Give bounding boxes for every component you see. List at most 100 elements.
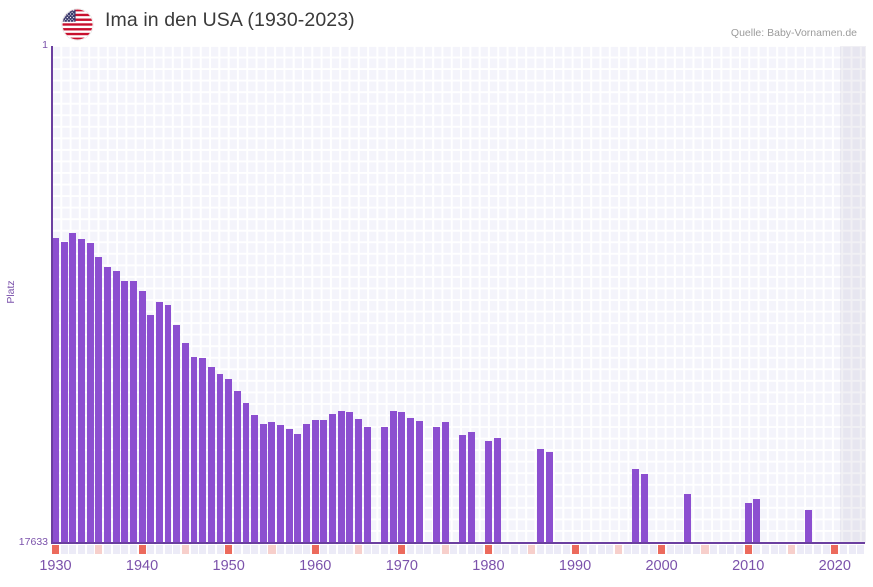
- bar: [242, 403, 250, 543]
- bar: [138, 290, 146, 543]
- year-marker-cell: [69, 545, 77, 554]
- bar: [251, 415, 259, 543]
- year-marker-cell: [588, 545, 596, 554]
- year-marker-cell: [666, 545, 674, 554]
- year-marker-cell: [684, 545, 692, 554]
- bar: [363, 426, 371, 543]
- year-marker-cell: [346, 545, 354, 554]
- bar: [173, 325, 181, 543]
- year-marker-cell: [207, 545, 215, 554]
- bar: [95, 256, 103, 543]
- x-axis-tick-1980: 1980: [472, 558, 505, 574]
- year-marker-cell: [770, 545, 778, 554]
- bar: [398, 412, 406, 543]
- x-axis-tick-1930: 1930: [39, 558, 72, 574]
- bar: [407, 418, 414, 543]
- x-axis-tick-1970: 1970: [385, 558, 418, 574]
- year-marker-cell: [181, 545, 189, 554]
- bar: [86, 243, 94, 543]
- bar-series: [51, 46, 865, 543]
- year-marker-cell: [242, 545, 250, 554]
- year-marker-cell: [164, 545, 172, 554]
- year-marker-cell: [233, 545, 241, 554]
- year-marker-cell: [822, 545, 830, 554]
- year-marker-cell: [199, 545, 207, 554]
- year-marker-cell: [216, 545, 224, 554]
- bar: [103, 267, 111, 543]
- bar: [536, 449, 544, 543]
- bar: [684, 494, 692, 543]
- year-marker-cell: [692, 545, 700, 554]
- year-marker-cell: [129, 545, 137, 554]
- year-marker-cell: [424, 545, 432, 554]
- bar: [277, 425, 285, 543]
- bar: [346, 411, 354, 543]
- bar: [69, 233, 77, 543]
- x-axis-tick-1950: 1950: [212, 558, 245, 574]
- year-marker-cell: [476, 545, 484, 554]
- bar: [329, 414, 337, 543]
- year-marker-cell: [848, 545, 856, 554]
- x-axis-tick-2010: 2010: [732, 558, 765, 574]
- bar: [320, 419, 328, 543]
- year-marker-cell: [294, 545, 302, 554]
- year-marker-cell: [277, 545, 285, 554]
- year-marker-cell: [259, 545, 267, 554]
- bar: [216, 373, 224, 543]
- chart-header: Ima in den USA (1930-2023) Quelle: Baby-…: [0, 0, 873, 46]
- year-marker-cell: [753, 545, 761, 554]
- year-marker-cell: [675, 545, 683, 554]
- y-axis-tick-bottom: 17633: [18, 536, 48, 548]
- x-axis-tick-1960: 1960: [299, 558, 332, 574]
- bar: [155, 301, 163, 543]
- y-axis-tick-top: 1: [42, 39, 48, 51]
- year-marker-cell: [173, 545, 181, 554]
- year-marker-cell: [121, 545, 129, 554]
- bar: [303, 423, 311, 543]
- year-marker-cell: [718, 545, 726, 554]
- bar: [484, 440, 492, 543]
- year-marker-cell: [562, 545, 570, 554]
- year-marker-cell: [554, 545, 562, 554]
- year-marker-cell: [225, 545, 233, 554]
- year-marker-cell: [355, 545, 363, 554]
- bar: [112, 270, 120, 543]
- year-marker-cell: [762, 545, 770, 554]
- bar: [52, 237, 59, 543]
- year-marker-cell: [840, 545, 848, 554]
- year-marker-cell: [614, 545, 622, 554]
- year-marker-cell: [580, 545, 588, 554]
- bar: [467, 432, 475, 543]
- year-marker-cell: [606, 545, 614, 554]
- bar: [190, 356, 198, 543]
- year-marker-cell: [796, 545, 804, 554]
- year-marker-cell: [138, 545, 146, 554]
- year-marker-cell: [736, 545, 744, 554]
- year-marker-cell: [268, 545, 276, 554]
- year-marker-cell: [597, 545, 605, 554]
- bar: [640, 474, 648, 543]
- bar: [60, 242, 68, 543]
- bar: [493, 437, 501, 543]
- year-marker-cell: [320, 545, 328, 554]
- bar: [337, 410, 345, 543]
- bar: [294, 433, 302, 543]
- year-marker-cell: [52, 545, 60, 554]
- bar: [129, 281, 137, 543]
- bar: [121, 280, 129, 543]
- year-marker-cell: [95, 545, 103, 554]
- year-marker-cell: [493, 545, 501, 554]
- year-marker-cell: [398, 545, 406, 554]
- bar: [433, 426, 440, 543]
- bar: [259, 423, 267, 543]
- year-marker-cell: [441, 545, 449, 554]
- bar: [147, 315, 155, 543]
- year-marker-cell: [727, 545, 735, 554]
- year-marker-cell: [372, 545, 380, 554]
- bar: [164, 305, 172, 543]
- year-marker-cell: [510, 545, 518, 554]
- year-marker-cell: [805, 545, 813, 554]
- year-marker-cell: [450, 545, 458, 554]
- year-marker-cell: [744, 545, 752, 554]
- page-title: Ima in den USA (1930-2023): [105, 9, 355, 31]
